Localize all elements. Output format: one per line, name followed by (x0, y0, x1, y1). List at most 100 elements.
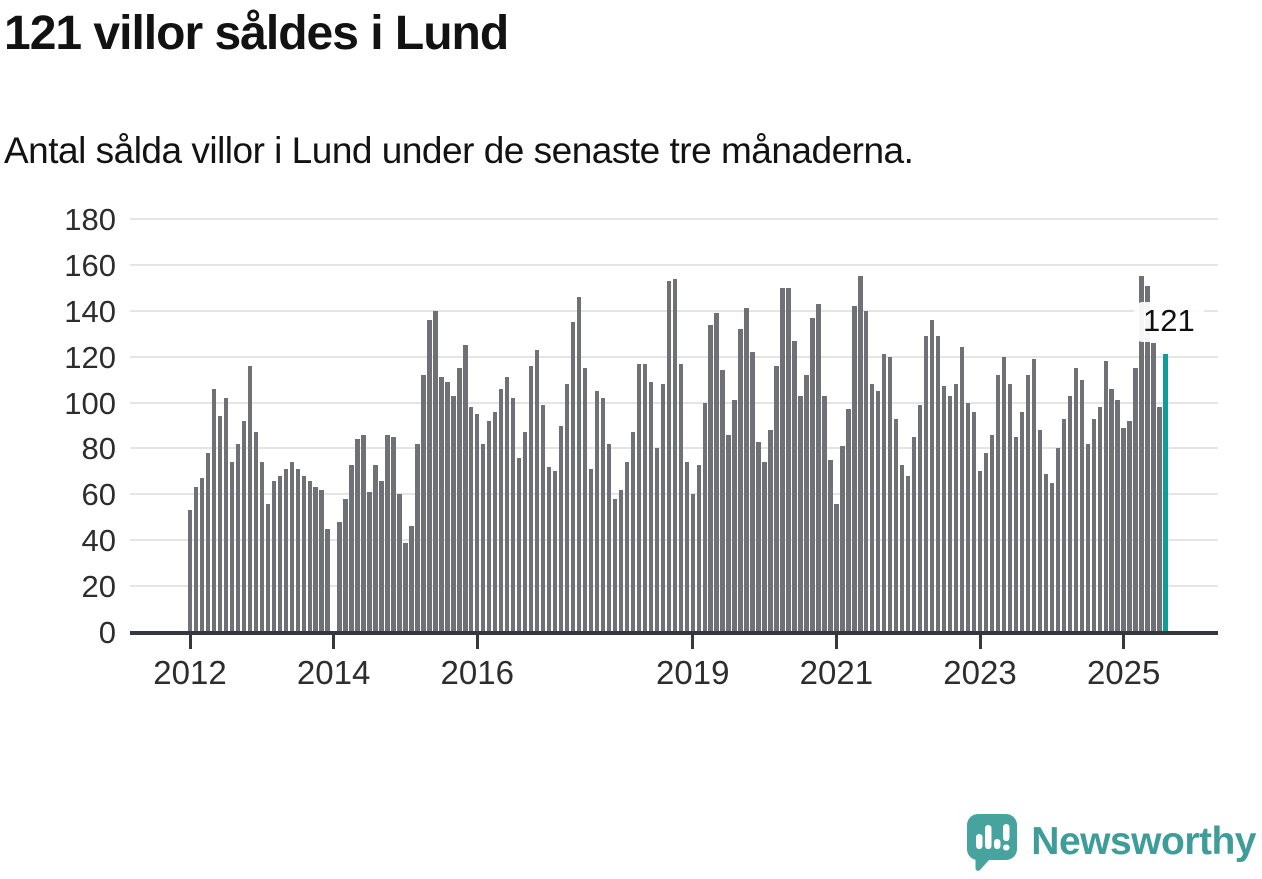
bar (325, 528, 330, 632)
bar (283, 469, 288, 632)
x-axis-tick (475, 635, 479, 649)
bar (911, 436, 917, 632)
bar (1145, 285, 1150, 632)
bar (600, 397, 606, 632)
bar (534, 349, 540, 632)
bar (947, 395, 953, 632)
bar (1091, 418, 1096, 632)
bar (355, 439, 360, 632)
bar (989, 434, 995, 632)
bar (271, 480, 276, 632)
bar (289, 462, 294, 632)
bar (259, 462, 264, 632)
y-axis-tick-label: 100 (64, 385, 116, 421)
bar (612, 498, 618, 632)
bar (1049, 482, 1055, 632)
bar (882, 354, 887, 632)
bar (307, 480, 312, 632)
y-axis-tick-label: 180 (64, 202, 116, 237)
bar (684, 462, 689, 632)
x-axis-tick (188, 635, 192, 649)
bar (301, 475, 306, 632)
bar (505, 377, 510, 632)
bar (983, 453, 989, 632)
bar (977, 471, 983, 632)
bar (1025, 375, 1031, 632)
bar (540, 404, 546, 632)
x-axis-tick-label: 2021 (799, 654, 874, 691)
bar (798, 395, 803, 632)
bar (762, 462, 767, 632)
x-axis-tick (978, 635, 982, 649)
bar (768, 430, 773, 632)
bar (319, 489, 324, 632)
bar (1139, 276, 1144, 632)
bar (235, 443, 241, 632)
bar (870, 384, 875, 632)
bar (917, 404, 923, 632)
bar (493, 411, 498, 632)
bar (469, 407, 474, 632)
bar (391, 436, 396, 632)
bar (367, 492, 372, 632)
bar (343, 498, 348, 632)
bar (618, 489, 624, 632)
bar (1109, 388, 1114, 632)
bar (929, 319, 935, 632)
bar (433, 310, 438, 632)
bar (265, 503, 270, 632)
bar (558, 425, 564, 632)
bar (337, 521, 342, 632)
y-axis-tick-label: 140 (64, 293, 116, 329)
bar (1157, 407, 1162, 632)
bar (481, 443, 486, 632)
bar (522, 432, 528, 632)
bar (487, 420, 492, 632)
bar (528, 365, 534, 632)
bar (690, 494, 695, 632)
bar (923, 336, 929, 632)
bar (654, 448, 660, 632)
x-axis-tick-label: 2012 (153, 654, 227, 691)
gridline (130, 218, 1218, 220)
bar (1007, 384, 1013, 632)
x-axis-tick (1122, 635, 1126, 649)
bar (247, 365, 253, 632)
bar (564, 384, 570, 632)
bar (953, 384, 959, 632)
bar (576, 297, 582, 632)
bar (439, 377, 444, 632)
x-axis-tick-label: 2019 (656, 654, 730, 691)
highlight-value-label: 121 (1134, 302, 1204, 343)
bar (193, 487, 199, 632)
bar (1085, 443, 1090, 632)
y-axis-tick-label: 60 (81, 477, 116, 513)
bar (229, 462, 235, 632)
bar (570, 322, 576, 632)
bar (834, 503, 839, 632)
bar (750, 352, 755, 632)
bar (1043, 473, 1049, 632)
bar (421, 375, 426, 632)
bar (427, 319, 432, 632)
bar (971, 411, 977, 632)
bar (415, 443, 420, 632)
bar (510, 397, 516, 632)
bar (792, 340, 797, 632)
bar (1127, 420, 1132, 632)
bar (828, 459, 833, 632)
bar (223, 397, 229, 632)
bar (552, 471, 558, 632)
bar (499, 388, 504, 632)
bar (702, 402, 707, 632)
bar (732, 400, 737, 632)
bar (1133, 368, 1138, 632)
bar (1103, 361, 1108, 632)
bar (738, 329, 743, 632)
bar (965, 402, 971, 632)
bar (241, 420, 247, 632)
bar (816, 303, 821, 632)
x-axis-tick (332, 635, 336, 649)
bar (846, 409, 851, 632)
